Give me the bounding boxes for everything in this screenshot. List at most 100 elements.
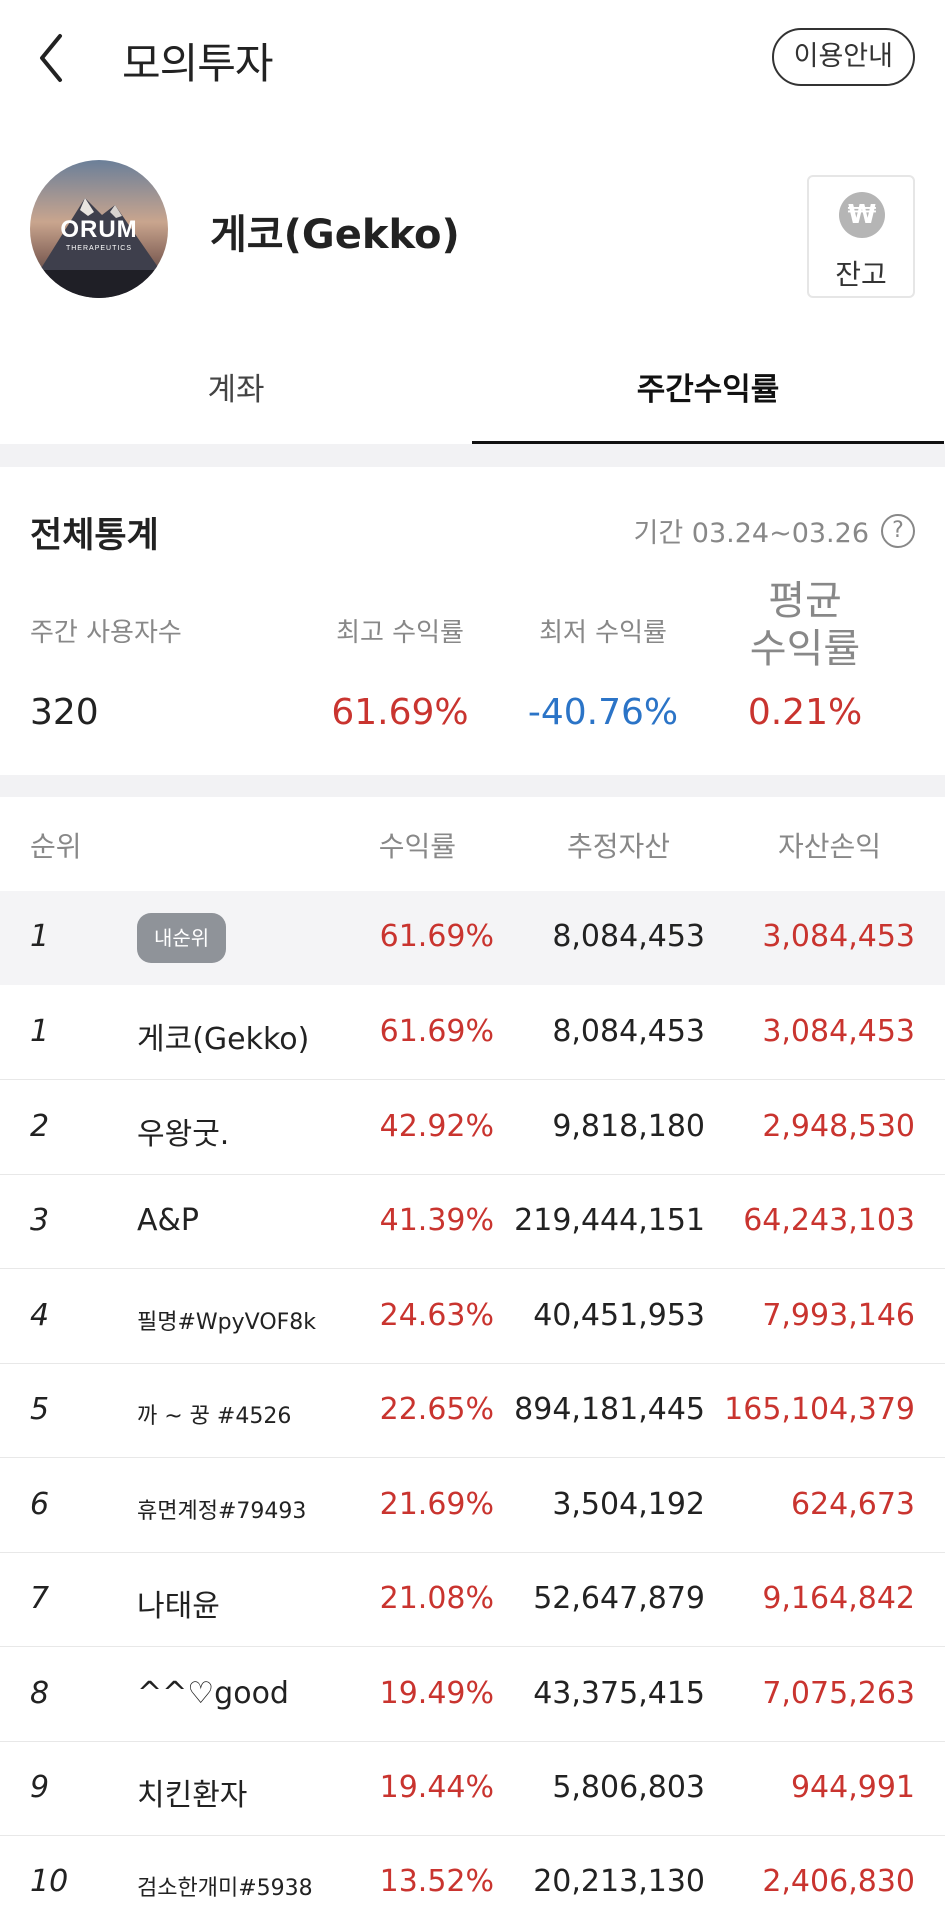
return-rate: 21.69% (379, 1487, 494, 1522)
return-rate: 61.69% (379, 1014, 494, 1049)
return-rate: 42.92% (379, 1109, 494, 1144)
period-text: 기간 03.24~03.26 (633, 518, 869, 549)
asset-pnl: 2,406,830 (762, 1864, 915, 1899)
rank-number: 2 (30, 1109, 50, 1144)
asset-pnl: 3,084,453 (762, 1014, 915, 1049)
app-header: 모의투자 이용안내 (0, 0, 945, 120)
max-return-value: 61.69% (331, 692, 469, 733)
estimated-asset: 9,818,180 (552, 1109, 705, 1144)
estimated-asset: 894,181,445 (514, 1392, 705, 1427)
estimated-asset: 8,084,453 (552, 1014, 705, 1049)
table-row[interactable]: 10 검소한개미#5938 13.52% 20,213,130 2,406,83… (0, 1836, 945, 1920)
my-rank-row[interactable]: 1 내순위 61.69% 8,084,453 3,084,453 (0, 891, 945, 985)
back-button[interactable] (30, 28, 80, 88)
header-asset: 추정자산 (566, 830, 670, 863)
balance-label: 잔고 (835, 258, 887, 291)
chevron-left-icon (40, 34, 62, 82)
user-name: A&P (137, 1203, 200, 1238)
return-rate: 19.49% (379, 1676, 494, 1711)
estimated-asset: 219,444,151 (514, 1203, 705, 1238)
asset-pnl: 944,991 (790, 1770, 915, 1805)
return-rate: 61.69% (379, 919, 494, 954)
rank-number: 4 (30, 1298, 50, 1333)
asset-pnl: 7,075,263 (762, 1676, 915, 1711)
asset-pnl: 9,164,842 (762, 1581, 915, 1616)
table-row[interactable]: 2 우왕굿. 42.92% 9,818,180 2,948,530 (0, 1081, 945, 1175)
balance-button[interactable]: ₩ 잔고 (807, 175, 915, 298)
asset-pnl: 64,243,103 (743, 1203, 915, 1238)
profile-name: 게코(Gekko) (210, 212, 460, 258)
user-name: 우왕굿. (137, 1117, 230, 1152)
user-name: 게코(Gekko) (137, 1022, 310, 1057)
estimated-asset: 8,084,453 (552, 919, 705, 954)
table-row[interactable]: 7 나태윤 21.08% 52,647,879 9,164,842 (0, 1553, 945, 1647)
estimated-asset: 52,647,879 (533, 1581, 705, 1616)
help-icon[interactable]: ? (881, 513, 915, 548)
tab-weekly-return[interactable]: 주간수익률 (472, 335, 944, 445)
rank-number: 1 (30, 1014, 50, 1049)
svg-text:ORUM: ORUM (60, 216, 137, 243)
overall-stats: 전체통계 기간 03.24~03.26 ? 주간 사용자수 320 최고 수익률… (0, 467, 945, 775)
header-rank: 순위 (30, 830, 82, 863)
weekly-users-value: 320 (30, 692, 99, 733)
rank-number: 1 (30, 919, 50, 954)
estimated-asset: 3,504,192 (552, 1487, 705, 1522)
rank-number: 10 (30, 1864, 69, 1899)
table-row[interactable]: 3 A&P 41.39% 219,444,151 64,243,103 (0, 1175, 945, 1269)
svg-text:THERAPEUTICS: THERAPEUTICS (66, 245, 132, 252)
table-row[interactable]: 6 휴면계정#79493 21.69% 3,504,192 624,673 (0, 1459, 945, 1553)
min-return-value: -40.76% (527, 692, 679, 733)
table-row[interactable]: 8 ^^♡good 19.49% 43,375,415 7,075,263 (0, 1648, 945, 1742)
won-icon: ₩ (839, 192, 885, 238)
return-rate: 41.39% (379, 1203, 494, 1238)
ranking-table-header: 순위 수익률 추정자산 자산손익 (0, 797, 945, 891)
return-rate: 19.44% (379, 1770, 494, 1805)
user-name: 나태윤 (137, 1589, 220, 1624)
user-name: 까 ~ 꿍 #4526 (137, 1404, 292, 1429)
asset-pnl: 3,084,453 (762, 919, 915, 954)
estimated-asset: 5,806,803 (552, 1770, 705, 1805)
return-rate: 22.65% (379, 1392, 494, 1427)
avg-return-label: 평균 수익률 (749, 578, 861, 672)
page-title: 모의투자 (122, 39, 274, 88)
avatar-mountain-logo: ORUM THERAPEUTICS (30, 160, 168, 298)
my-rank-badge: 내순위 (137, 913, 227, 963)
asset-pnl: 165,104,379 (724, 1392, 915, 1427)
avg-return-value: 0.21% (747, 692, 863, 733)
user-name: 검소한개미#5938 (137, 1876, 313, 1901)
user-name: ^^♡good (137, 1676, 289, 1711)
table-row[interactable]: 5 까 ~ 꿍 #4526 22.65% 894,181,445 165,104… (0, 1364, 945, 1458)
user-name: 휴면계정#79493 (137, 1499, 307, 1524)
rank-number: 9 (30, 1770, 50, 1805)
table-row[interactable]: 1 게코(Gekko) 61.69% 8,084,453 3,084,453 (0, 986, 945, 1080)
rank-number: 8 (30, 1676, 50, 1711)
table-row[interactable]: 9 치킨환자 19.44% 5,806,803 944,991 (0, 1742, 945, 1836)
asset-pnl: 7,993,146 (762, 1298, 915, 1333)
table-row[interactable]: 4 필명#WpyVOF8k 24.63% 40,451,953 7,993,14… (0, 1270, 945, 1364)
user-name: 치킨환자 (137, 1778, 248, 1813)
usage-guide-button[interactable]: 이용안내 (771, 28, 915, 86)
header-rate: 수익률 (378, 830, 456, 863)
estimated-asset: 20,213,130 (533, 1864, 705, 1899)
min-return-label: 최저 수익률 (539, 618, 667, 648)
tab-bar: 계좌 주간수익률 (0, 335, 945, 445)
user-name: 필명#WpyVOF8k (137, 1310, 317, 1335)
rank-number: 5 (30, 1392, 50, 1427)
header-pnl: 자산손익 (777, 830, 881, 863)
asset-pnl: 2,948,530 (762, 1109, 915, 1144)
profile-section: ORUM THERAPEUTICS 게코(Gekko) ₩ 잔고 (0, 150, 945, 310)
estimated-asset: 40,451,953 (533, 1298, 705, 1333)
tab-account[interactable]: 계좌 (207, 372, 265, 408)
estimated-asset: 43,375,415 (533, 1676, 705, 1711)
section-divider (0, 444, 945, 467)
stats-title: 전체통계 (30, 516, 159, 556)
rank-number: 6 (30, 1487, 50, 1522)
return-rate: 24.63% (379, 1298, 494, 1333)
rank-number: 7 (30, 1581, 50, 1616)
avatar[interactable]: ORUM THERAPEUTICS (30, 160, 168, 298)
rank-number: 3 (30, 1203, 50, 1238)
stats-period: 기간 03.24~03.26 ? (634, 511, 915, 550)
return-rate: 13.52% (379, 1864, 494, 1899)
max-return-label: 최고 수익률 (336, 618, 464, 648)
return-rate: 21.08% (379, 1581, 494, 1616)
